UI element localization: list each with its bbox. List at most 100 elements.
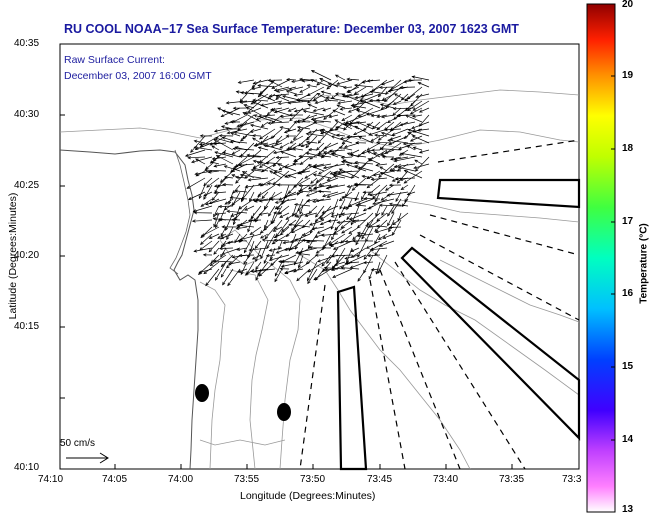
current-vector-head [302, 224, 306, 229]
current-vector-head [281, 228, 285, 233]
current-vector [254, 268, 276, 272]
current-vector-head [279, 267, 284, 271]
current-vector-head [273, 88, 278, 92]
current-vector-head [220, 125, 225, 129]
current-vector [301, 142, 311, 147]
current-vector-head [334, 92, 339, 96]
current-vector [350, 149, 360, 155]
bathymetry-contours [59, 89, 580, 470]
current-vector-head [411, 135, 416, 139]
current-vector-head [354, 165, 358, 169]
current-vector-head [378, 243, 383, 247]
current-vector-head [397, 166, 402, 170]
current-vector-head [397, 113, 401, 118]
current-vector [253, 163, 262, 169]
current-vector [290, 233, 311, 243]
current-vector [219, 247, 234, 249]
current-vector-head [244, 91, 249, 95]
current-vector-head [354, 125, 359, 129]
current-vector [368, 268, 374, 280]
current-vector-head [347, 109, 352, 113]
current-vector-head [306, 84, 311, 88]
current-vector-head [396, 180, 401, 184]
current-vector [297, 114, 318, 123]
current-vector [203, 177, 213, 186]
current-vector [411, 121, 430, 129]
current-vector [251, 86, 262, 90]
current-vector [347, 78, 360, 81]
colorbar-tick-label: 19 [622, 70, 634, 81]
current-vector [234, 131, 255, 137]
current-vector [343, 159, 353, 165]
current-vector [271, 205, 283, 224]
current-vector-head [275, 95, 280, 99]
current-vector [227, 128, 248, 134]
current-vector-head [356, 231, 361, 235]
current-vector [277, 163, 297, 172]
current-vector [205, 163, 213, 170]
current-vector [252, 254, 262, 260]
current-vector-head [342, 159, 347, 163]
current-vector [368, 128, 388, 136]
current-vector-head [388, 225, 393, 230]
current-vector [264, 226, 276, 240]
current-vector-head [243, 249, 247, 254]
current-vector [233, 205, 241, 225]
current-vector [247, 212, 255, 232]
colorbar-tick-label: 17 [622, 216, 634, 227]
current-vector-head [387, 222, 391, 227]
current-vector-head [247, 218, 252, 222]
current-vector-head [252, 134, 256, 138]
current-vector [339, 168, 360, 179]
current-vector [226, 254, 241, 269]
current-vector-head [210, 160, 214, 165]
current-vector-head [233, 131, 238, 135]
current-vector-head [213, 184, 218, 188]
current-vector [334, 119, 353, 130]
current-vector [230, 212, 241, 217]
current-vector-head [390, 157, 394, 161]
current-vector-head [367, 206, 372, 210]
current-vector [286, 79, 297, 81]
current-vector [221, 247, 241, 255]
colorbar-label: Temperature (°C) [638, 223, 650, 304]
current-vector [234, 233, 241, 243]
current-vector-head [386, 193, 391, 197]
current-vector-head [278, 197, 283, 201]
current-vector-head [198, 195, 202, 200]
current-vector-head [331, 267, 335, 271]
current-vector-head [232, 221, 236, 226]
current-vector [342, 93, 360, 102]
current-vector [419, 149, 430, 153]
current-vector-head [232, 147, 237, 151]
current-vector [255, 247, 262, 262]
current-vector-head [366, 147, 371, 151]
current-vector [350, 247, 360, 252]
current-vector-head [318, 150, 322, 155]
current-vector-head [323, 146, 328, 150]
current-vector [354, 183, 374, 186]
current-vector [287, 174, 297, 179]
current-vector-head [340, 225, 345, 229]
current-vector-head [298, 183, 302, 188]
current-vector-head [231, 151, 236, 155]
current-vector-head [301, 79, 306, 83]
current-vector-head [270, 108, 275, 112]
current-vector-head [263, 260, 267, 264]
current-vector [367, 254, 381, 257]
current-vector-head [403, 135, 408, 140]
current-vector-head [336, 133, 340, 137]
current-vector-head [252, 101, 257, 105]
current-vector [306, 152, 325, 158]
current-vector-head [412, 129, 417, 133]
current-vector [235, 156, 255, 167]
current-vector [291, 226, 304, 234]
current-vector-head [246, 153, 251, 157]
current-vector [264, 191, 276, 210]
current-vector-head [380, 197, 385, 201]
current-vector-head [321, 210, 326, 214]
current-vector [330, 121, 339, 131]
current-vector [333, 175, 346, 179]
current-vector-head [206, 184, 210, 188]
current-vector [341, 156, 353, 159]
